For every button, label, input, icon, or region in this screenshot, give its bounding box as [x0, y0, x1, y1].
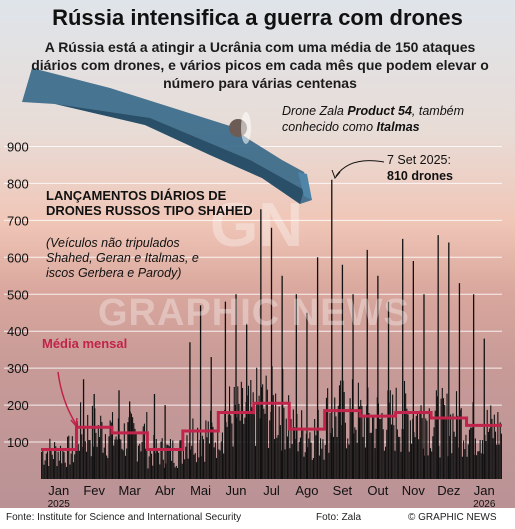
y-axis-ticks: 100 200 300 400 500 600 700 800 900 — [7, 139, 29, 450]
x-tick-label: Out — [367, 483, 388, 498]
chart-heading: LANÇAMENTOS DIÁRIOS DE DRONES RUSSOS TIP… — [46, 188, 253, 218]
peak-annotation-value: 810 drones — [387, 169, 454, 183]
page-title: Rússia intensifica a guerra com drones — [52, 5, 463, 30]
y-tick-label: 700 — [7, 213, 29, 228]
x-year-label: 2026 — [473, 499, 496, 510]
drone-caption-model: Product 54 — [347, 104, 412, 118]
footer-copyright: © GRAPHIC NEWS — [408, 512, 497, 523]
monthly-label-arrow — [57, 371, 77, 425]
monthly-label-arrowhead — [70, 417, 78, 428]
watermark-logo: GN — [210, 191, 303, 260]
footer-photo-credit: Foto: Zala — [316, 512, 362, 523]
x-tick-label: Jan — [48, 483, 69, 498]
x-tick-label: Mai — [190, 483, 211, 498]
drone-illustration-icon — [22, 68, 312, 204]
y-tick-label: 100 — [7, 435, 29, 450]
y-tick-label: 400 — [7, 324, 29, 339]
x-tick-label: Set — [333, 483, 353, 498]
y-tick-label: 500 — [7, 287, 29, 302]
x-year-label: 2025 — [48, 499, 71, 510]
y-tick-label: 800 — [7, 176, 29, 191]
drone-caption-alias: Italmas — [376, 120, 420, 134]
drone-caption: Drone Zala Product 54, também conhecido … — [282, 103, 502, 135]
x-tick-label: Fev — [83, 483, 105, 498]
peak-annotation-arrowhead — [331, 169, 341, 179]
x-tick-label: Abr — [155, 483, 176, 498]
monthly-average-line — [41, 401, 502, 451]
peak-bars — [82, 179, 485, 479]
watermark-text: GRAPHIC NEWS — [98, 292, 410, 334]
x-tick-label: Nov — [402, 483, 426, 498]
y-tick-label: 900 — [7, 139, 29, 154]
monthly-average-label: Média mensal — [42, 336, 128, 351]
x-tick-label: Mar — [118, 483, 141, 498]
x-tick-label: Jul — [263, 483, 280, 498]
drone-caption-prefix: Drone Zala — [282, 104, 348, 118]
x-tick-label: Ago — [295, 483, 318, 498]
y-tick-label: 200 — [7, 398, 29, 413]
peak-annotation: 7 Set 2025: 810 drones — [387, 152, 497, 184]
x-tick-label: Jun — [226, 483, 247, 498]
y-tick-label: 300 — [7, 361, 29, 376]
peak-annotation-date: 7 Set 2025: — [387, 153, 451, 167]
page-subtitle: A Rússia está a atingir a Ucrânia com um… — [31, 39, 489, 91]
drone-caption-middle: , também conhecido como — [282, 104, 465, 134]
peak-annotation-arrow — [335, 160, 385, 177]
x-tick-label: Jan — [474, 483, 495, 498]
x-tick-label: Dez — [437, 483, 460, 498]
chart-note: (Veículos não tripulados Shahed, Geran e… — [46, 236, 199, 280]
y-tick-label: 600 — [7, 250, 29, 265]
footer: Fonte: Institute for Science and Interna… — [0, 508, 515, 529]
footer-source: Fonte: Institute for Science and Interna… — [6, 512, 242, 523]
x-axis-ticks: Jan Fev Mar Abr Mai Jun Jul Ago Set Out Nov Dez Jan2… — [48, 483, 496, 510]
